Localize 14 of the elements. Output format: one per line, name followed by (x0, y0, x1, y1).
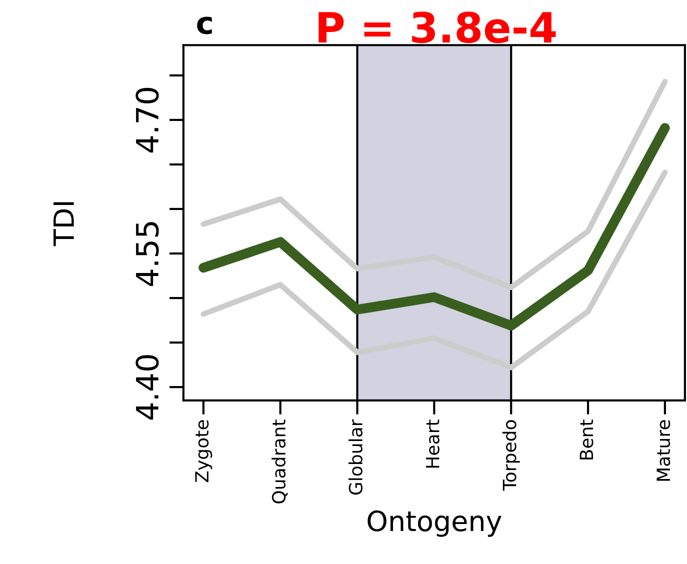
y-tick-label: 4.70 (136, 88, 159, 152)
y-tick-label: 4.55 (136, 222, 159, 286)
x-tick-label: Globular (348, 419, 363, 495)
x-tick-label: Bent (580, 420, 594, 460)
x-axis-title: Ontogeny (368, 510, 502, 537)
x-tick-label: Torpedo (502, 420, 520, 491)
y-tick-label: 4.40 (136, 355, 159, 420)
x-tick-label: Quadrant (272, 420, 288, 504)
x-tick-label: Mature (656, 420, 670, 481)
text: P = 3.8e-4 (318, 12, 556, 44)
x-tick-label: Heart (426, 420, 440, 468)
chart-title: c (197, 16, 212, 34)
x-tick-label: Zygote (195, 420, 212, 482)
y-axis-title: TDI (54, 202, 74, 246)
